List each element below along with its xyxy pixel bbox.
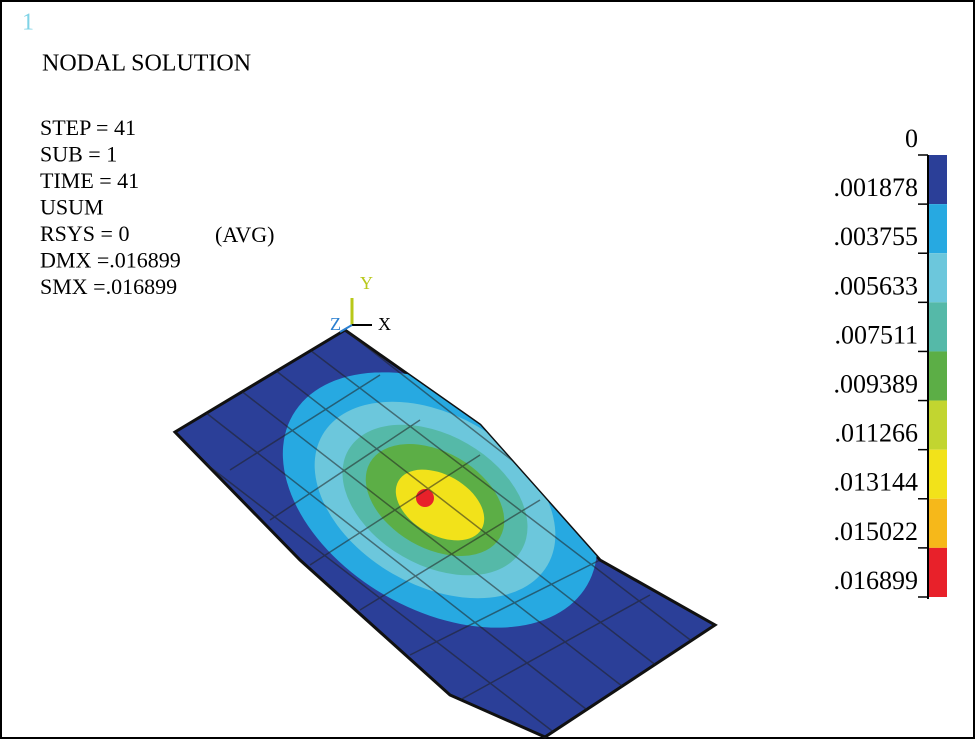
legend-label: .011266 bbox=[834, 419, 918, 448]
legend-band bbox=[929, 351, 947, 400]
legend-label: .005633 bbox=[834, 271, 919, 300]
legend-label: .007511 bbox=[834, 320, 918, 349]
avg-label: (AVG) bbox=[215, 222, 274, 247]
legend-label: .016899 bbox=[834, 566, 919, 595]
legend-label: .013144 bbox=[834, 468, 919, 497]
info-line: DMX =.016899 bbox=[40, 248, 181, 273]
info-line: STEP = 41 bbox=[40, 115, 136, 140]
info-line: TIME = 41 bbox=[40, 168, 139, 193]
legend-band bbox=[929, 499, 947, 548]
legend-label: .015022 bbox=[834, 517, 919, 546]
viewport: 1 NODAL SOLUTION (AVG) STEP = 41SUB = 1T… bbox=[0, 0, 975, 739]
window-number: 1 bbox=[22, 10, 34, 36]
legend-label: .001878 bbox=[834, 173, 919, 202]
legend-label: 0 bbox=[905, 124, 918, 153]
legend-label: .009389 bbox=[834, 370, 919, 399]
info-line: RSYS = 0 bbox=[40, 221, 129, 246]
info-line: USUM bbox=[40, 195, 104, 220]
title: NODAL SOLUTION bbox=[42, 51, 251, 77]
legend-band bbox=[929, 302, 947, 351]
triad-label: Z bbox=[330, 314, 341, 334]
info-line: SMX =.016899 bbox=[40, 274, 177, 299]
legend-band bbox=[929, 401, 947, 450]
triad-label: Y bbox=[360, 273, 373, 293]
legend-label: .003755 bbox=[834, 222, 919, 251]
legend-band bbox=[929, 204, 947, 253]
legend-band bbox=[929, 450, 947, 499]
triad-label: X bbox=[378, 314, 391, 334]
legend-band bbox=[929, 548, 947, 597]
legend-band bbox=[929, 155, 947, 204]
info-line: SUB = 1 bbox=[40, 142, 117, 167]
legend-band bbox=[929, 253, 947, 302]
